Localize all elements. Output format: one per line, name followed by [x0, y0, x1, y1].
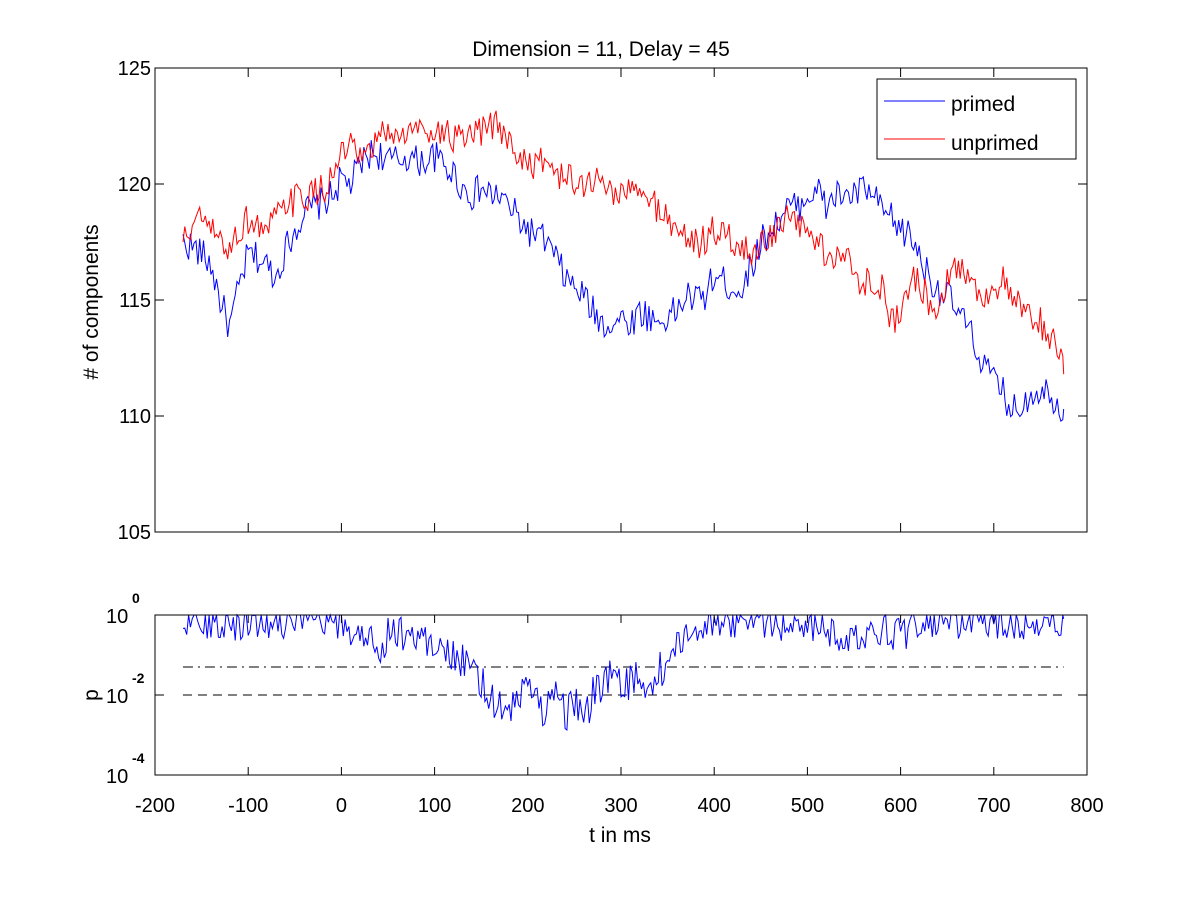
legend-label-unprimed: unprimed: [951, 132, 1039, 155]
legend: primed unprimed: [876, 78, 1077, 160]
x-tick-label: 0: [336, 795, 347, 817]
top-series-group: [182, 110, 1065, 422]
x-tick-label: 200: [511, 795, 544, 817]
y-tick-label: 115: [119, 290, 151, 312]
x-tick-label: 100: [418, 795, 451, 817]
x-tick-label: -200: [135, 795, 175, 817]
x-tick-label: 700: [977, 795, 1010, 817]
x-tick-label: 800: [1070, 795, 1103, 817]
y-tick-label: 105: [118, 522, 151, 544]
top-chart: Dimension = 11, Delay = 45 # of componen…: [80, 38, 1088, 544]
y-tick-label: 10: [106, 686, 128, 708]
reference-lines: [182, 666, 1064, 696]
y-tick-exponent: -4: [132, 750, 145, 766]
y-tick-label: 125: [118, 58, 151, 80]
bottom-x-ticks: -200 -100 0 100 200 300 400 500 600 700 800: [135, 68, 1104, 817]
x-tick-label: 500: [791, 795, 824, 817]
x-tick-label: 600: [884, 795, 917, 817]
chart-title: Dimension = 11, Delay = 45: [472, 38, 730, 61]
x-axis-label: t in ms: [589, 824, 651, 847]
y-tick-label: 120: [118, 174, 151, 196]
y-tick-exponent: 0: [132, 590, 140, 606]
x-tick-label: 300: [604, 795, 637, 817]
y-tick-exponent: -2: [132, 670, 145, 686]
series-line-unprimed: [182, 110, 1065, 375]
bottom-series-group: [182, 613, 1065, 732]
y-tick-label: 10: [106, 606, 128, 628]
x-tick-label: 400: [698, 795, 731, 817]
top-y-ticks: 105 110 115 120 125: [118, 58, 1087, 544]
p-value-line: [182, 613, 1065, 732]
y-tick-label: 110: [119, 406, 151, 428]
y-axis-label-top: # of components: [80, 224, 103, 379]
legend-box: [876, 78, 1077, 160]
series-line-primed: [182, 140, 1065, 422]
legend-label-primed: primed: [951, 93, 1015, 116]
y-tick-label: 10: [106, 766, 128, 788]
x-tick-label: -100: [228, 795, 268, 817]
y-axis-label-bottom: p: [80, 689, 103, 701]
